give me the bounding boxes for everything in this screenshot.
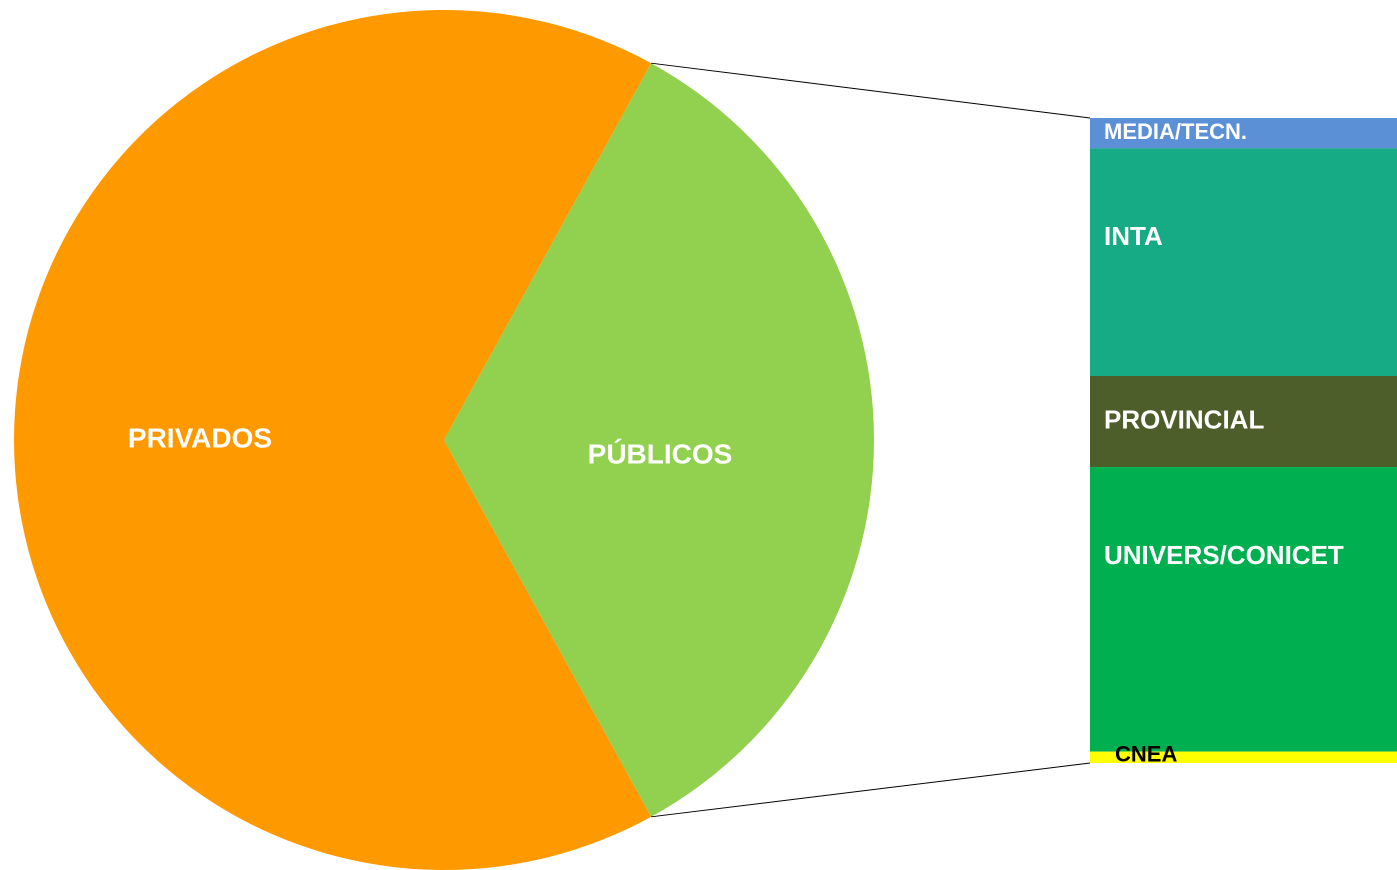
connector: [651, 62, 1091, 119]
bar-label: MEDIA/TECN.: [1104, 119, 1247, 144]
connector: [651, 762, 1091, 818]
pie-label: PRIVADOS: [128, 422, 272, 453]
bar-segment: [1090, 148, 1397, 376]
bar-label: PROVINCIAL: [1104, 404, 1264, 434]
pie-slice: [444, 63, 874, 817]
pie-label: PÚBLICOS: [588, 438, 733, 469]
bar-segment: [1090, 376, 1397, 468]
bar-segment: [1090, 751, 1397, 763]
bar-segment: [1090, 467, 1397, 752]
bar-label: INTA: [1104, 221, 1163, 251]
bar-label: CNEA: [1115, 741, 1177, 766]
pie-slice: [14, 10, 652, 870]
bar-segment: [1090, 118, 1397, 149]
bar-label: UNIVERS/CONICET: [1104, 540, 1344, 570]
